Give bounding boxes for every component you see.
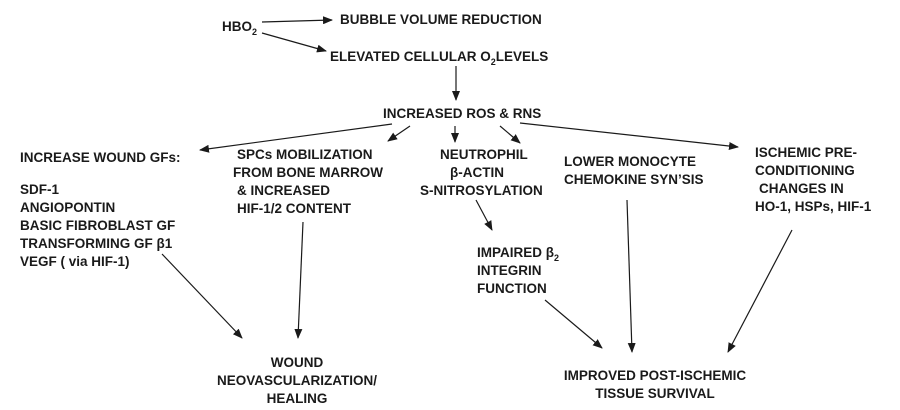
arrow-hbo2-to-bubble bbox=[261, 16, 333, 25]
node-wound-gfs: INCREASE WOUND GFs: SDF-1 ANGIOPONTIN BA… bbox=[20, 150, 181, 269]
arrow-impaired-to-improved bbox=[544, 299, 603, 349]
wound-gf-item: SDF-1 bbox=[20, 182, 59, 197]
node-neutrophil: NEUTROPHIL β-ACTIN S-NITROSYLATION bbox=[420, 147, 543, 198]
wound-line: NEOVASCULARIZATION/ bbox=[217, 373, 377, 388]
arrow-ros-to-spcs bbox=[387, 125, 411, 142]
node-spcs-mobilization: SPCs MOBILIZATION FROM BONE MARROW & INC… bbox=[233, 147, 383, 216]
node-improved-survival: IMPROVED POST-ISCHEMIC TISSUE SURVIVAL bbox=[564, 368, 747, 401]
spcs-line: FROM BONE MARROW bbox=[233, 165, 383, 180]
arrow-spcs-to-wound bbox=[294, 221, 304, 339]
arrow-ros-to-wound-gfs bbox=[199, 123, 393, 153]
node-hbo2: HBO2 bbox=[222, 19, 257, 37]
node-bubble-volume-reduction: BUBBLE VOLUME REDUCTION bbox=[340, 12, 542, 27]
ischemic-line: CHANGES IN bbox=[759, 181, 844, 196]
impaired-line: INTEGRIN bbox=[477, 263, 542, 278]
spcs-line: HIF-1/2 CONTENT bbox=[237, 201, 352, 216]
impaired-line: FUNCTION bbox=[477, 281, 547, 296]
arrow-hbo2-to-elevated bbox=[261, 32, 327, 53]
node-increased-ros-rns: INCREASED ROS & RNS bbox=[383, 106, 541, 121]
arrow-ros-to-monocyte bbox=[499, 125, 521, 144]
node-ischemic-preconditioning: ISCHEMIC PRE- CONDITIONING CHANGES IN HO… bbox=[755, 145, 872, 214]
impaired-line: IMPAIRED β2 bbox=[477, 245, 559, 263]
arrows bbox=[161, 16, 793, 353]
wound-gf-item: TRANSFORMING GF β1 bbox=[20, 236, 173, 251]
ischemic-line: HO-1, HSPs, HIF-1 bbox=[755, 199, 872, 214]
neutrophil-line: NEUTROPHIL bbox=[440, 147, 528, 162]
wound-gf-item: VEGF ( via HIF-1) bbox=[20, 254, 130, 269]
wound-gfs-title: INCREASE WOUND GFs: bbox=[20, 150, 181, 165]
node-elevated-o2: ELEVATED CELLULAR O2LEVELS bbox=[330, 49, 548, 67]
improved-line: IMPROVED POST-ISCHEMIC bbox=[564, 368, 747, 383]
spcs-line: SPCs MOBILIZATION bbox=[237, 147, 373, 162]
wound-gf-item: ANGIOPONTIN bbox=[20, 200, 115, 215]
wound-line: WOUND bbox=[271, 355, 324, 370]
node-monocyte: LOWER MONOCYTE CHEMOKINE SYN’SIS bbox=[564, 154, 704, 187]
neutrophil-line: S-NITROSYLATION bbox=[420, 183, 543, 198]
wound-line: HEALING bbox=[267, 391, 328, 406]
arrow-ischemic-to-improved bbox=[727, 229, 793, 353]
arrow-neutrophil-to-impaired bbox=[475, 199, 493, 231]
arrow-ros-to-ischemic bbox=[519, 122, 739, 150]
ischemic-line: CONDITIONING bbox=[755, 163, 855, 178]
arrow-gfs-to-wound bbox=[161, 253, 243, 339]
ischemic-line: ISCHEMIC PRE- bbox=[755, 145, 857, 160]
improved-line: TISSUE SURVIVAL bbox=[595, 386, 715, 401]
monocyte-line: LOWER MONOCYTE bbox=[564, 154, 696, 169]
spcs-line: & INCREASED bbox=[237, 183, 330, 198]
monocyte-line: CHEMOKINE SYN’SIS bbox=[564, 172, 704, 187]
neutrophil-line: β-ACTIN bbox=[450, 165, 504, 180]
node-impaired-integrin: IMPAIRED β2 INTEGRIN FUNCTION bbox=[477, 245, 559, 296]
node-wound-healing: WOUND NEOVASCULARIZATION/ HEALING bbox=[217, 355, 377, 406]
arrow-monocyte-to-improved bbox=[626, 199, 636, 353]
wound-gf-item: BASIC FIBROBLAST GF bbox=[20, 218, 175, 233]
